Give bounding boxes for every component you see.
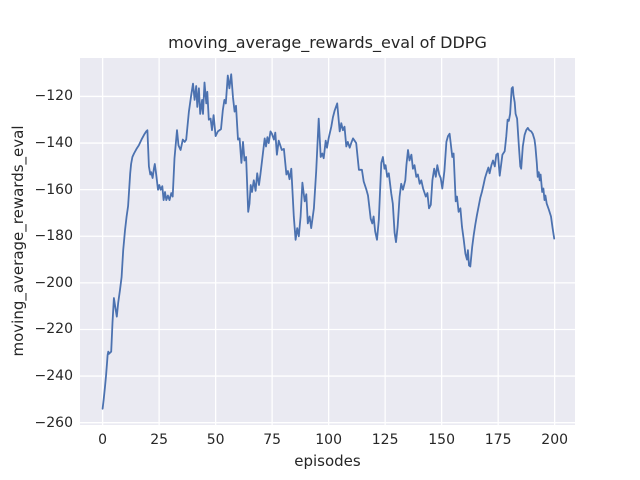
- x-tick-label: 75: [263, 432, 282, 448]
- y-tick-label: −140: [34, 135, 73, 152]
- plot-area: [80, 58, 575, 425]
- x-tick-label: 25: [150, 432, 169, 448]
- y-tick-label: −180: [34, 228, 73, 245]
- data-line-series: [101, 73, 556, 410]
- x-tick-label: 175: [484, 432, 512, 448]
- line-chart-canvas: [80, 58, 575, 425]
- x-tick-label: 200: [541, 432, 569, 448]
- y-tick-label: −260: [34, 414, 73, 431]
- x-tick-label: 125: [371, 432, 399, 448]
- x-axis-label: episodes: [294, 452, 361, 470]
- y-tick-label: −220: [34, 321, 73, 338]
- y-tick-label: −240: [34, 368, 73, 385]
- x-tick-label: 150: [428, 432, 455, 448]
- y-tick-label: −160: [34, 181, 73, 198]
- y-tick-label: −120: [34, 88, 73, 105]
- x-tick-label: 100: [315, 432, 342, 448]
- y-tick-label: −200: [34, 274, 73, 291]
- chart-title: moving_average_rewards_eval of DDPG: [168, 33, 487, 52]
- x-tick-label: 0: [98, 432, 108, 448]
- x-tick-label: 50: [206, 432, 225, 448]
